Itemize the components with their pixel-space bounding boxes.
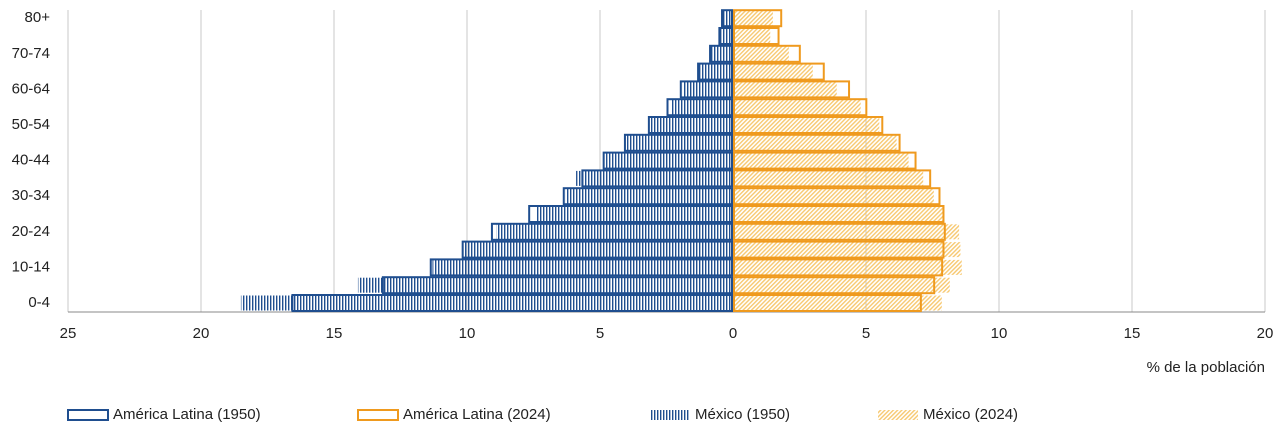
bar xyxy=(496,224,733,240)
bar xyxy=(733,10,773,26)
bar xyxy=(733,117,880,133)
bar xyxy=(733,153,909,169)
bar xyxy=(733,259,962,275)
bar xyxy=(733,28,771,44)
x-axis-title: % de la población xyxy=(1147,359,1265,376)
legend-swatch xyxy=(878,410,918,420)
bar xyxy=(733,222,946,241)
x-tick-label: 20 xyxy=(1257,325,1274,342)
y-tick-label: 50-54 xyxy=(12,116,50,133)
legend-label: América Latina (2024) xyxy=(403,406,551,423)
bar xyxy=(722,10,733,26)
bar xyxy=(605,153,733,169)
bar xyxy=(623,133,733,152)
y-tick-label: 20-24 xyxy=(12,223,50,240)
bar xyxy=(733,170,924,186)
bar xyxy=(710,46,733,62)
y-tick-label: 10-14 xyxy=(12,258,50,275)
bar xyxy=(733,98,868,117)
bar xyxy=(670,99,733,115)
y-tick-label: 40-44 xyxy=(12,152,50,169)
x-tick-label: 25 xyxy=(60,325,77,342)
bar xyxy=(733,80,851,99)
bar xyxy=(461,240,733,259)
legend-swatch xyxy=(357,409,399,421)
bar xyxy=(733,151,917,170)
bar xyxy=(647,116,734,134)
legend-swatch xyxy=(67,409,109,421)
bar xyxy=(733,44,801,63)
bar xyxy=(536,206,733,222)
y-tick-label: 70-74 xyxy=(12,45,50,62)
bar xyxy=(240,295,733,311)
bar xyxy=(733,46,789,62)
bar xyxy=(733,27,780,45)
bar xyxy=(432,259,733,275)
bar xyxy=(733,62,825,81)
bar xyxy=(719,28,733,44)
x-tick-label: 10 xyxy=(459,325,476,342)
x-tick-label: 10 xyxy=(991,325,1008,342)
bar xyxy=(733,99,861,115)
bar xyxy=(733,206,945,222)
bar xyxy=(733,188,934,204)
legend-label: América Latina (1950) xyxy=(113,406,261,423)
bar xyxy=(698,64,733,80)
bar xyxy=(464,242,733,258)
bar xyxy=(666,98,733,117)
x-tick-label: 15 xyxy=(326,325,343,342)
bar xyxy=(733,133,901,152)
bar xyxy=(581,169,733,188)
bar xyxy=(733,187,941,206)
bar xyxy=(718,27,733,45)
bar xyxy=(562,187,734,206)
legend-swatch xyxy=(650,410,690,420)
bar xyxy=(490,222,733,241)
y-tick-label: 60-64 xyxy=(12,80,50,97)
bar xyxy=(733,205,945,223)
bar xyxy=(733,240,945,259)
bar xyxy=(733,242,961,258)
bar xyxy=(709,44,733,63)
bar xyxy=(733,258,944,277)
bar xyxy=(679,80,733,99)
y-tick-label: 0-4 xyxy=(28,294,50,311)
x-tick-label: 5 xyxy=(862,325,870,342)
bar xyxy=(565,188,733,204)
legend-label: México (1950) xyxy=(695,406,790,423)
bar xyxy=(697,62,734,81)
x-tick-label: 5 xyxy=(596,325,604,342)
bar xyxy=(733,276,936,295)
y-tick-label: 30-34 xyxy=(12,187,50,204)
bar xyxy=(602,151,733,170)
bar xyxy=(733,135,897,151)
bar xyxy=(626,135,733,151)
bar xyxy=(733,295,942,311)
bar xyxy=(528,205,733,223)
bar xyxy=(733,277,950,293)
x-tick-label: 20 xyxy=(193,325,210,342)
bar xyxy=(576,170,733,186)
bar xyxy=(733,224,960,240)
bar xyxy=(733,294,922,312)
y-tick-label: 80+ xyxy=(25,9,51,26)
bar xyxy=(733,9,783,28)
bar xyxy=(733,116,884,134)
x-tick-label: 15 xyxy=(1124,325,1141,342)
bar xyxy=(733,64,813,80)
x-tick-label: 0 xyxy=(729,325,737,342)
bar xyxy=(682,81,733,97)
bar xyxy=(381,276,733,295)
bar xyxy=(733,169,932,188)
legend-label: México (2024) xyxy=(923,406,1018,423)
bar xyxy=(721,9,734,28)
bar xyxy=(291,294,733,312)
bar xyxy=(357,277,733,293)
bar xyxy=(429,258,733,277)
bar xyxy=(733,81,837,97)
bar xyxy=(649,117,733,133)
